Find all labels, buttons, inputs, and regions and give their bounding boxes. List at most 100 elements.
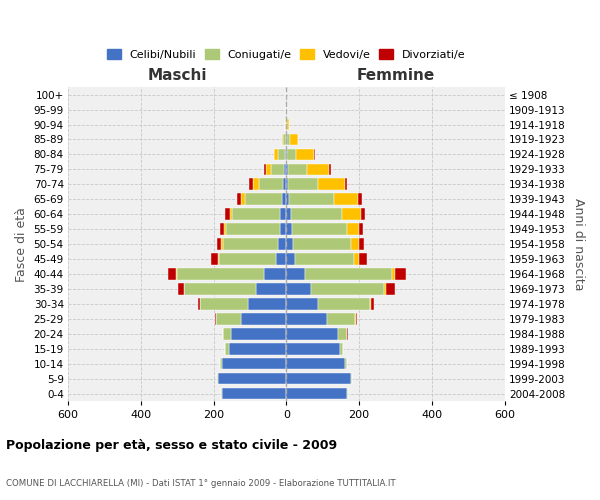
Bar <box>220 224 224 235</box>
Bar <box>176 268 177 280</box>
Bar <box>217 238 221 250</box>
Bar <box>286 328 338 340</box>
Bar <box>217 372 218 384</box>
Bar <box>211 253 218 265</box>
Bar <box>327 313 355 324</box>
Bar <box>296 148 314 160</box>
Bar <box>338 328 347 340</box>
Bar <box>351 372 352 384</box>
Bar <box>293 238 351 250</box>
Bar <box>288 164 307 175</box>
Bar <box>280 224 286 235</box>
Bar <box>223 328 231 340</box>
Bar <box>241 313 286 324</box>
Bar <box>256 283 286 294</box>
Bar <box>177 268 264 280</box>
Text: COMUNE DI LACCHIARELLA (MI) - Dati ISTAT 1° gennaio 2009 - Elaborazione TUTTITAL: COMUNE DI LACCHIARELLA (MI) - Dati ISTAT… <box>6 478 395 488</box>
Bar <box>221 388 286 400</box>
Bar <box>286 224 292 235</box>
Bar <box>286 283 311 294</box>
Bar <box>286 148 287 160</box>
Bar <box>264 268 286 280</box>
Bar <box>361 208 365 220</box>
Bar <box>286 164 288 175</box>
Bar <box>286 208 290 220</box>
Bar <box>276 253 286 265</box>
Bar <box>319 298 370 310</box>
Bar <box>351 238 359 250</box>
Bar <box>278 238 286 250</box>
Bar <box>319 178 344 190</box>
Bar <box>343 208 361 220</box>
Y-axis label: Fasce di età: Fasce di età <box>15 206 28 282</box>
Bar <box>229 343 286 354</box>
Bar <box>286 238 293 250</box>
Bar <box>285 118 286 130</box>
Bar <box>283 134 286 145</box>
Bar <box>221 238 223 250</box>
Bar <box>226 224 280 235</box>
Bar <box>169 268 176 280</box>
Bar <box>289 194 334 205</box>
Bar <box>289 178 319 190</box>
Bar <box>384 283 386 294</box>
Bar <box>286 268 305 280</box>
Bar <box>305 268 392 280</box>
Bar <box>280 208 286 220</box>
Bar <box>231 328 286 340</box>
Bar <box>286 313 327 324</box>
Bar <box>307 164 329 175</box>
Bar <box>392 268 395 280</box>
Bar <box>286 118 287 130</box>
Bar <box>215 313 216 324</box>
Bar <box>284 164 286 175</box>
Bar <box>286 358 345 370</box>
Bar <box>347 224 359 235</box>
Bar <box>220 358 221 370</box>
Bar <box>223 238 278 250</box>
Bar <box>353 253 359 265</box>
Bar <box>259 178 283 190</box>
Bar <box>278 148 285 160</box>
Bar <box>287 134 290 145</box>
Bar <box>286 178 289 190</box>
Bar <box>248 298 286 310</box>
Bar <box>230 208 232 220</box>
Bar <box>241 194 245 205</box>
Bar <box>245 194 282 205</box>
Bar <box>295 253 353 265</box>
Bar <box>253 178 259 190</box>
Bar <box>225 208 230 220</box>
Legend: Celibi/Nubili, Coniugati/e, Vedovi/e, Divorziati/e: Celibi/Nubili, Coniugati/e, Vedovi/e, Di… <box>104 46 469 63</box>
Bar <box>218 253 276 265</box>
Bar <box>359 253 367 265</box>
Bar <box>224 224 226 235</box>
Bar <box>358 194 362 205</box>
Bar <box>386 283 395 294</box>
Bar <box>282 194 286 205</box>
Bar <box>197 298 200 310</box>
Bar <box>184 283 256 294</box>
Bar <box>287 148 296 160</box>
Bar <box>290 134 298 145</box>
Text: Femmine: Femmine <box>356 68 434 82</box>
Bar <box>237 194 241 205</box>
Bar <box>286 388 347 400</box>
Bar <box>356 313 357 324</box>
Y-axis label: Anni di nascita: Anni di nascita <box>572 198 585 290</box>
Bar <box>286 372 351 384</box>
Bar <box>286 253 295 265</box>
Bar <box>274 148 278 160</box>
Bar <box>249 178 253 190</box>
Bar <box>285 148 286 160</box>
Bar <box>178 283 184 294</box>
Bar <box>395 268 406 280</box>
Bar <box>286 298 319 310</box>
Text: Maschi: Maschi <box>148 68 207 82</box>
Bar <box>340 343 343 354</box>
Bar <box>344 178 347 190</box>
Bar <box>286 194 289 205</box>
Bar <box>329 164 331 175</box>
Bar <box>221 358 286 370</box>
Bar <box>216 313 241 324</box>
